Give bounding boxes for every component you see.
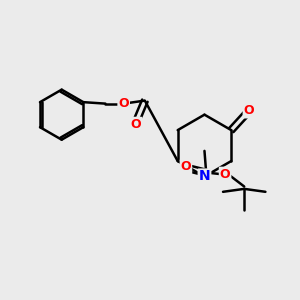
Text: O: O xyxy=(118,97,129,110)
Text: N: N xyxy=(199,169,210,184)
Text: O: O xyxy=(244,104,254,118)
Text: O: O xyxy=(181,160,191,173)
Text: O: O xyxy=(220,168,230,181)
Text: O: O xyxy=(131,118,141,131)
